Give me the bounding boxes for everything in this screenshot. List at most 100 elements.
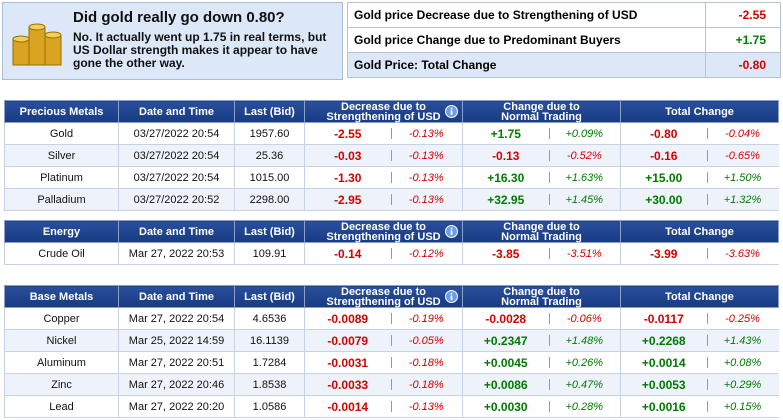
- header-text: Change due to Normal Trading: [501, 100, 582, 123]
- separator: [706, 401, 708, 412]
- change-percent: +1.48%: [548, 329, 621, 352]
- last-bid: 1015.00: [234, 166, 305, 189]
- column-header: Last (Bid): [234, 220, 305, 243]
- cell-text: +0.0016: [641, 399, 686, 414]
- last-bid: 2298.00: [234, 188, 305, 211]
- item-name: Aluminum: [4, 351, 119, 374]
- header-row: Energy Date and Time Last (Bid) Decrease du…: [4, 220, 779, 243]
- change-value: +0.0030: [462, 395, 549, 418]
- cell-text: +1.50%: [723, 171, 762, 184]
- separator: [548, 172, 550, 183]
- gold-coins-icon: [12, 23, 62, 66]
- cell-text: +15.00: [645, 170, 683, 185]
- cell-text: +1.48%: [565, 334, 604, 347]
- cell-text: Mar 27, 2022 20:46: [128, 378, 225, 391]
- separator: [706, 335, 708, 346]
- cell-text: 03/27/2022 20:54: [133, 171, 220, 184]
- cell-text: Zinc: [51, 378, 72, 391]
- date-time: 03/27/2022 20:52: [118, 188, 235, 211]
- summary-label: Gold price Decrease due to Strengthening…: [347, 2, 706, 28]
- change-percent: -0.65%: [706, 144, 779, 167]
- cell-text: +30.00: [645, 192, 683, 207]
- cell-text: Palladium: [37, 193, 86, 206]
- item-name: Zinc: [4, 373, 119, 396]
- cell-text: +1.43%: [723, 334, 762, 347]
- separator: [548, 150, 550, 161]
- summary-label: Gold Price: Total Change: [347, 52, 706, 78]
- cell-text: +1.75: [490, 126, 521, 141]
- cell-text: -1.30: [334, 170, 362, 185]
- change-value: +1.75: [462, 122, 549, 145]
- header-text: Change due to Normal Trading: [501, 285, 582, 308]
- item-name: Copper: [4, 307, 119, 330]
- cell-text: 1.7284: [252, 356, 287, 369]
- separator: [548, 248, 550, 259]
- cell-text: -0.18%: [408, 356, 444, 369]
- cell-text: -0.0079: [327, 333, 369, 348]
- item-name: Lead: [4, 395, 119, 418]
- column-header: Precious Metals: [4, 100, 119, 123]
- header-text: Total Change: [665, 290, 734, 303]
- change-percent: -0.05%: [390, 329, 463, 352]
- cell-text: +0.2268: [641, 333, 686, 348]
- cell-text: Aluminum: [37, 356, 86, 369]
- change-value: -0.0079: [304, 329, 391, 352]
- cell-text: 03/27/2022 20:54: [133, 127, 220, 140]
- info-icon[interactable]: [445, 290, 458, 303]
- change-percent: -0.18%: [390, 351, 463, 374]
- date-time: 03/27/2022 20:54: [118, 122, 235, 145]
- cell-text: -0.0028: [485, 311, 527, 326]
- data-table: Precious Metals Date and Time Last (Bid) De…: [4, 100, 779, 211]
- header-text: Date and Time: [139, 225, 214, 238]
- separator: [706, 172, 708, 183]
- last-bid: 16.1139: [234, 329, 305, 352]
- cell-text: +1.32%: [723, 193, 762, 206]
- change-value: -0.13: [462, 144, 549, 167]
- cell-text: -0.05%: [408, 334, 444, 347]
- cell-text: Crude Oil: [38, 247, 85, 260]
- cell-text: +16.30: [487, 170, 525, 185]
- info-icon[interactable]: [445, 105, 458, 118]
- change-percent: +1.32%: [706, 188, 779, 211]
- change-value: +0.0086: [462, 373, 549, 396]
- separator: [706, 379, 708, 390]
- date-time: Mar 27, 2022 20:53: [118, 242, 235, 265]
- cell-text: 25.36: [255, 149, 284, 162]
- separator: [548, 313, 550, 324]
- cell-text: -0.0031: [327, 355, 369, 370]
- cell-text: -0.0033: [327, 377, 369, 392]
- cell-text: -0.13%: [408, 400, 444, 413]
- change-percent: -3.51%: [548, 242, 621, 265]
- change-value: -1.30: [304, 166, 391, 189]
- column-header: Last (Bid): [234, 285, 305, 308]
- header-row: Precious Metals Date and Time Last (Bid) De…: [4, 100, 779, 123]
- change-percent: +1.50%: [706, 166, 779, 189]
- summary-table: Gold price Decrease due to Strengthening…: [347, 2, 781, 78]
- data-row: Silver 03/27/2022 20:54 25.36 -0.03 -0.13% -0…: [4, 144, 779, 167]
- data-row: Lead Mar 27, 2022 20:20 1.0586 -0.0014 -0.13…: [4, 395, 779, 418]
- change-percent: +1.45%: [548, 188, 621, 211]
- change-percent: +0.26%: [548, 351, 621, 374]
- cell-text: 1.0586: [252, 400, 287, 413]
- change-value: +15.00: [620, 166, 707, 189]
- change-percent: +0.08%: [706, 351, 779, 374]
- separator: [548, 194, 550, 205]
- info-icon[interactable]: [445, 225, 458, 238]
- column-header: Change due to Normal Trading: [462, 220, 621, 243]
- data-row: Palladium 03/27/2022 20:52 2298.00 -2.95 -0.…: [4, 188, 779, 211]
- change-value: -3.85: [462, 242, 549, 265]
- header-text: Base Metals: [29, 290, 94, 303]
- cell-text: -0.16: [650, 148, 678, 163]
- change-value: -0.0089: [304, 307, 391, 330]
- data-row: Platinum 03/27/2022 20:54 1015.00 -1.30 -0.1…: [4, 166, 779, 189]
- item-name: Silver: [4, 144, 119, 167]
- cell-text: 03/27/2022 20:52: [133, 193, 220, 206]
- change-value: +32.95: [462, 188, 549, 211]
- change-percent: -0.06%: [548, 307, 621, 330]
- change-value: -2.95: [304, 188, 391, 211]
- cell-text: -0.52%: [566, 149, 602, 162]
- cell-text: 16.1139: [250, 334, 289, 347]
- change-value: -0.0033: [304, 373, 391, 396]
- change-value: -0.0014: [304, 395, 391, 418]
- summary-text: No. It actually went up 1.75 in real ter…: [73, 30, 327, 70]
